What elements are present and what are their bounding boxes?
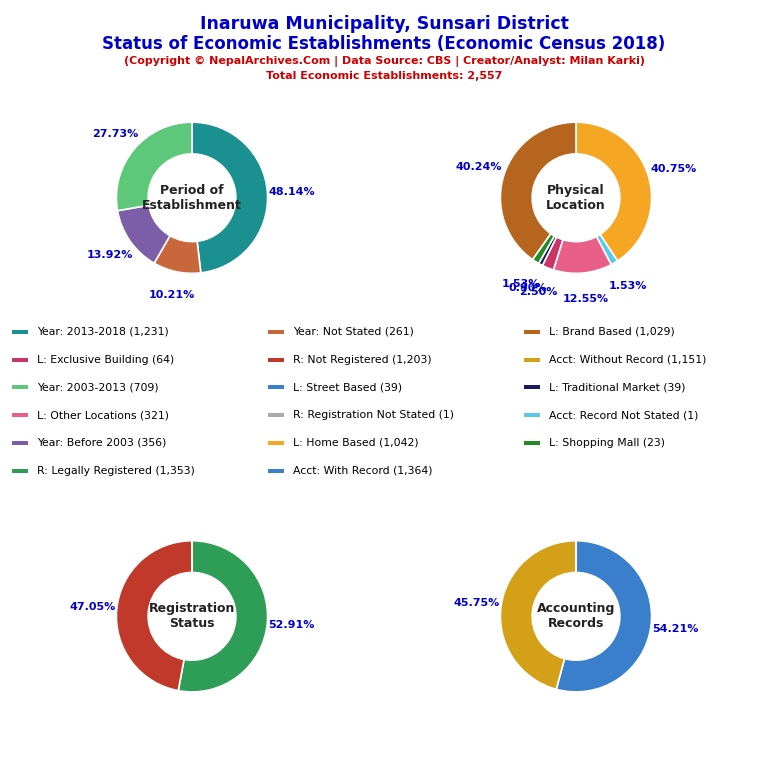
- Wedge shape: [532, 233, 554, 263]
- Text: 1.53%: 1.53%: [502, 279, 541, 289]
- Bar: [267, 441, 284, 445]
- Wedge shape: [117, 122, 192, 210]
- Text: 52.91%: 52.91%: [268, 621, 315, 631]
- Wedge shape: [178, 541, 267, 692]
- Text: R: Legally Registered (1,353): R: Legally Registered (1,353): [37, 465, 195, 475]
- Wedge shape: [597, 234, 617, 265]
- Text: 47.05%: 47.05%: [69, 602, 116, 612]
- Bar: [267, 358, 284, 362]
- Text: 13.92%: 13.92%: [87, 250, 134, 260]
- Text: Year: 2003-2013 (709): Year: 2003-2013 (709): [37, 382, 158, 392]
- Text: 40.24%: 40.24%: [455, 162, 502, 172]
- Bar: [12, 386, 28, 389]
- Text: Acct: With Record (1,364): Acct: With Record (1,364): [293, 465, 432, 475]
- Text: 10.21%: 10.21%: [149, 290, 195, 300]
- Text: Year: Not Stated (261): Year: Not Stated (261): [293, 327, 414, 337]
- Text: L: Other Locations (321): L: Other Locations (321): [37, 410, 169, 420]
- Text: 27.73%: 27.73%: [92, 128, 139, 138]
- Bar: [524, 358, 541, 362]
- Text: 48.14%: 48.14%: [268, 187, 315, 197]
- Wedge shape: [118, 205, 170, 263]
- Bar: [12, 441, 28, 445]
- Bar: [12, 330, 28, 334]
- Text: Total Economic Establishments: 2,557: Total Economic Establishments: 2,557: [266, 71, 502, 81]
- Text: L: Brand Based (1,029): L: Brand Based (1,029): [549, 327, 674, 337]
- Text: R: Registration Not Stated (1): R: Registration Not Stated (1): [293, 410, 454, 420]
- Text: L: Shopping Mall (23): L: Shopping Mall (23): [549, 438, 665, 448]
- Text: Period of
Establishment: Period of Establishment: [142, 184, 242, 212]
- Text: L: Street Based (39): L: Street Based (39): [293, 382, 402, 392]
- Text: 2.50%: 2.50%: [518, 287, 557, 297]
- Text: Acct: Without Record (1,151): Acct: Without Record (1,151): [549, 355, 707, 365]
- Text: Physical
Location: Physical Location: [546, 184, 606, 212]
- Text: 40.75%: 40.75%: [650, 164, 697, 174]
- Bar: [12, 468, 28, 472]
- Wedge shape: [538, 236, 557, 266]
- Wedge shape: [154, 236, 200, 273]
- Bar: [267, 468, 284, 472]
- Bar: [524, 386, 541, 389]
- Text: L: Traditional Market (39): L: Traditional Market (39): [549, 382, 685, 392]
- Text: 0.90%: 0.90%: [509, 283, 548, 293]
- Text: Year: Before 2003 (356): Year: Before 2003 (356): [37, 438, 166, 448]
- Text: (Copyright © NepalArchives.Com | Data Source: CBS | Creator/Analyst: Milan Karki: (Copyright © NepalArchives.Com | Data So…: [124, 56, 644, 67]
- Text: L: Home Based (1,042): L: Home Based (1,042): [293, 438, 419, 448]
- Wedge shape: [542, 237, 563, 270]
- Wedge shape: [576, 122, 651, 261]
- Text: Accounting
Records: Accounting Records: [537, 602, 615, 631]
- Text: Registration
Status: Registration Status: [149, 602, 235, 631]
- Text: Year: 2013-2018 (1,231): Year: 2013-2018 (1,231): [37, 327, 169, 337]
- Wedge shape: [556, 541, 651, 692]
- Text: Status of Economic Establishments (Economic Census 2018): Status of Economic Establishments (Econo…: [102, 35, 666, 52]
- Text: 45.75%: 45.75%: [454, 598, 500, 608]
- Text: Inaruwa Municipality, Sunsari District: Inaruwa Municipality, Sunsari District: [200, 15, 568, 33]
- Text: 1.53%: 1.53%: [609, 280, 647, 290]
- Wedge shape: [501, 122, 576, 260]
- Bar: [524, 441, 541, 445]
- Wedge shape: [554, 237, 611, 273]
- Bar: [267, 386, 284, 389]
- Wedge shape: [192, 122, 267, 273]
- Bar: [267, 330, 284, 334]
- Text: Acct: Record Not Stated (1): Acct: Record Not Stated (1): [549, 410, 698, 420]
- Bar: [12, 358, 28, 362]
- Text: 54.21%: 54.21%: [652, 624, 698, 634]
- Wedge shape: [501, 541, 576, 690]
- Bar: [267, 413, 284, 417]
- Bar: [12, 413, 28, 417]
- Text: L: Exclusive Building (64): L: Exclusive Building (64): [37, 355, 174, 365]
- Text: R: Not Registered (1,203): R: Not Registered (1,203): [293, 355, 432, 365]
- Wedge shape: [117, 541, 192, 690]
- Text: 12.55%: 12.55%: [562, 294, 608, 304]
- Bar: [524, 413, 541, 417]
- Bar: [524, 330, 541, 334]
